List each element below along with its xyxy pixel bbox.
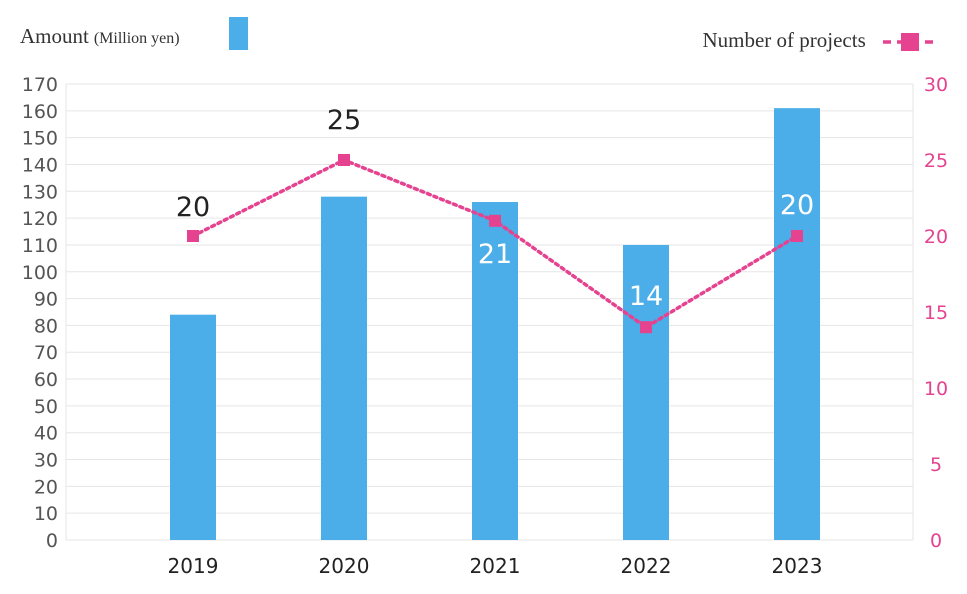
left-axis-tick-label: 40 — [34, 423, 58, 445]
left-axis-tick-label: 150 — [22, 128, 58, 150]
left-axis-tick-label: 120 — [22, 208, 58, 230]
projects-data-label: 25 — [327, 105, 361, 136]
right-axis-tick-label: 10 — [924, 378, 948, 400]
legend-amount-unit: (Million yen) — [93, 30, 180, 47]
legend-projects-label: Number of projects — [702, 28, 866, 52]
x-axis-tick-label: 2021 — [470, 554, 521, 578]
x-axis-tick-label: 2023 — [772, 554, 823, 578]
right-axis-tick-label: 20 — [924, 226, 948, 248]
left-axis-tick-label: 70 — [34, 342, 58, 364]
legend-projects-line-sample — [883, 33, 937, 52]
bar-2021 — [472, 202, 518, 540]
projects-data-label: 20 — [176, 192, 210, 223]
left-axis-tick-label: 110 — [22, 235, 58, 257]
right-axis-tick-label: 5 — [930, 454, 942, 476]
left-axis-tick-label: 60 — [34, 369, 58, 391]
right-axis-tick-label: 0 — [930, 530, 942, 552]
projects-data-label: 20 — [780, 190, 814, 221]
legend-amount: Amount (Million yen) — [20, 17, 248, 50]
projects-marker-2020 — [338, 154, 350, 166]
left-axis-tick-label: 20 — [34, 476, 58, 498]
bar-2022 — [623, 244, 669, 541]
left-axis-tick-label: 0 — [46, 530, 58, 552]
left-axis-tick-label: 160 — [22, 101, 58, 123]
x-axis-tick-label: 2019 — [168, 554, 219, 578]
projects-data-label: 21 — [478, 239, 512, 270]
legend-projects: Number of projects — [702, 28, 939, 53]
x-axis-tick-label: 2020 — [319, 554, 370, 578]
left-axis-tick-label: 100 — [22, 262, 58, 284]
legend-amount-label: Amount — [20, 24, 89, 48]
projects-marker-2019 — [187, 230, 199, 242]
projects-data-label: 14 — [629, 281, 663, 312]
left-axis-tick-label: 50 — [34, 396, 58, 418]
left-axis-tick-label: 80 — [34, 315, 58, 337]
projects-marker-2022 — [640, 321, 652, 334]
right-axis-tick-label: 30 — [924, 74, 948, 96]
left-axis-tick-label: 130 — [22, 181, 58, 203]
left-axis-tick-label: 10 — [34, 503, 58, 525]
right-axis-tick-label: 15 — [924, 302, 948, 324]
legend-amount-swatch — [229, 17, 248, 50]
x-axis-tick-label: 2022 — [621, 554, 672, 578]
right-axis-tick-label: 25 — [924, 150, 948, 172]
left-axis-tick-label: 140 — [22, 154, 58, 176]
left-axis-tick-label: 30 — [34, 450, 58, 472]
bar-2020 — [321, 196, 367, 541]
projects-marker-2021 — [489, 214, 501, 227]
bar-2019 — [170, 314, 216, 540]
left-axis-tick-label: 170 — [22, 74, 58, 96]
projects-marker-2023 — [791, 230, 803, 242]
bar-2023 — [774, 108, 820, 540]
left-axis-tick-label: 90 — [34, 289, 58, 311]
